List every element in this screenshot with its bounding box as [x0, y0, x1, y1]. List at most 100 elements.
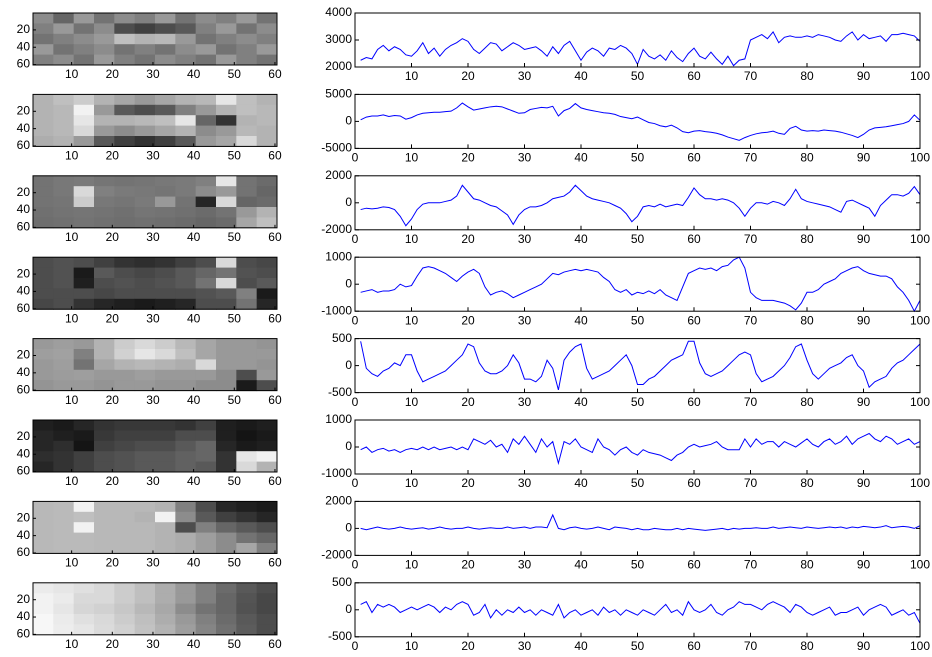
image-cell	[236, 532, 258, 544]
image-cell	[134, 23, 156, 35]
image-cell	[114, 217, 136, 229]
y-tick-label: 3000	[325, 32, 352, 46]
y-tick-label: -2000	[321, 548, 352, 562]
x-tick-label: 30	[146, 230, 160, 244]
image-cell	[73, 196, 95, 208]
image-cell	[216, 54, 237, 66]
image-cell	[114, 54, 136, 66]
y-tick-label: 40	[17, 121, 31, 135]
image-cell	[114, 614, 136, 625]
image-cell	[216, 440, 237, 452]
x-tick-label: 60	[687, 313, 701, 327]
image-cell	[94, 175, 115, 187]
image-cell	[53, 54, 75, 66]
image-cell	[33, 501, 54, 513]
image-cell	[33, 369, 54, 381]
x-tick-label: 30	[146, 556, 160, 570]
image-cell	[155, 104, 176, 116]
axes-bg	[355, 175, 920, 230]
image-cell	[73, 175, 95, 187]
image-cell	[53, 349, 75, 360]
x-tick-label: 100	[910, 313, 930, 327]
x-tick-label: 40	[574, 151, 588, 165]
image-cell	[53, 461, 75, 473]
axes-frame	[32, 256, 278, 310]
image-cell	[195, 603, 217, 615]
x-tick-label: 20	[461, 151, 475, 165]
image-cell	[134, 614, 156, 625]
image-cell	[175, 624, 197, 636]
y-tick-label: 1000	[325, 412, 352, 426]
y-tick-label: 40	[17, 609, 31, 623]
image-cell	[155, 420, 176, 431]
image-cell	[94, 359, 115, 371]
image-cell	[73, 257, 95, 269]
image-cell	[134, 257, 156, 269]
image-cell	[256, 125, 278, 137]
image-cell	[94, 522, 115, 534]
axes-bg	[355, 13, 920, 67]
image-cell	[94, 54, 115, 66]
image-cell	[236, 543, 258, 554]
image-cell	[236, 511, 258, 523]
image-cell	[33, 359, 54, 371]
axes-bg	[355, 257, 920, 312]
image-cell	[236, 461, 258, 473]
y-tick-label: 60	[17, 627, 31, 641]
image-cell	[216, 125, 237, 137]
x-tick-label: 100	[910, 232, 930, 246]
x-tick-label: 100	[910, 69, 930, 83]
image-cell	[73, 288, 95, 300]
image-cell	[175, 175, 197, 187]
axes-frame	[32, 419, 278, 473]
x-tick-label: 20	[106, 230, 120, 244]
x-tick-label: 20	[106, 311, 120, 325]
image-cell	[73, 104, 95, 116]
image-cell	[73, 440, 95, 452]
image-cell	[216, 23, 237, 35]
image-cell	[175, 349, 197, 360]
x-tick-label: 90	[857, 558, 871, 572]
image-cell	[256, 451, 278, 463]
y-tick-label: 60	[17, 57, 31, 71]
image-cell	[256, 54, 278, 66]
image-cell	[94, 501, 115, 513]
image-cell	[236, 430, 258, 442]
image-cell	[256, 369, 278, 381]
x-tick-label: 50	[631, 313, 645, 327]
image-cell	[236, 104, 258, 116]
image-cell	[53, 298, 75, 310]
image-cell	[94, 461, 115, 473]
image-cell	[195, 23, 217, 35]
image-cell	[53, 257, 75, 269]
image-cell	[134, 186, 156, 198]
image-cell	[236, 603, 258, 615]
image-cell	[155, 186, 176, 198]
data-line	[360, 31, 921, 67]
y-tick-label: 0	[345, 439, 352, 453]
x-tick-label: 30	[518, 313, 532, 327]
axes-bg	[355, 94, 920, 149]
image-cell	[33, 349, 54, 360]
image-cell	[53, 614, 75, 625]
image-cell	[94, 369, 115, 381]
image-cell	[33, 175, 54, 187]
image-cell	[33, 451, 54, 463]
x-tick-label: 40	[574, 232, 588, 246]
image-cell	[53, 288, 75, 300]
image-cell	[216, 543, 237, 554]
y-tick-label: 20	[17, 429, 31, 443]
x-tick-label: 80	[800, 313, 814, 327]
image-cell	[175, 380, 197, 392]
axes-bg	[355, 420, 920, 474]
image-cell	[53, 420, 75, 431]
image-cell	[155, 582, 176, 594]
image-cell	[195, 430, 217, 442]
image-cell	[236, 440, 258, 452]
image-cell	[236, 582, 258, 594]
image-cell	[175, 451, 197, 463]
image-cell	[195, 207, 217, 218]
image-cell	[33, 420, 54, 431]
image-cell	[216, 420, 237, 431]
image-cell	[155, 359, 176, 371]
